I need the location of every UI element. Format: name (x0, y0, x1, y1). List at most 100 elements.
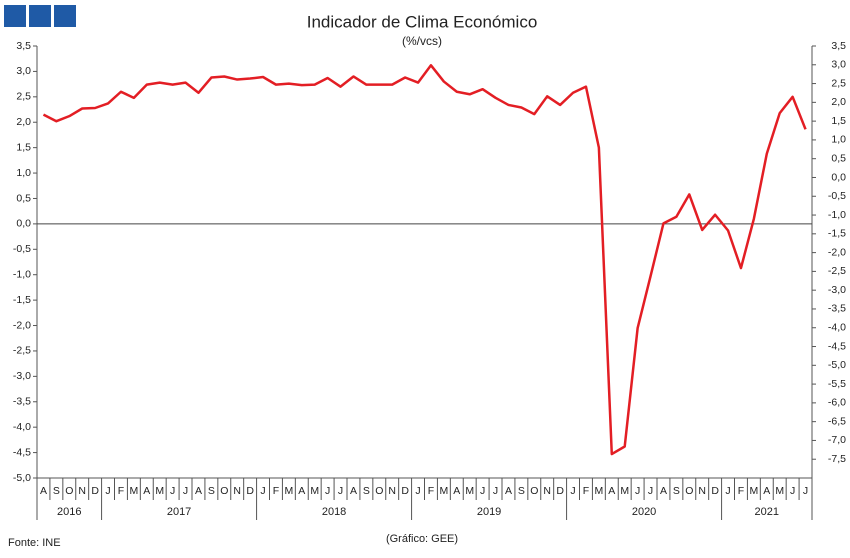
x-tick-label: F (273, 485, 279, 497)
x-tick-label: J (480, 485, 485, 497)
y2-tick-label: -4,5 (828, 340, 846, 352)
x-tick-label: J (803, 485, 808, 497)
year-label: 2019 (477, 506, 501, 518)
x-tick-label: D (401, 485, 409, 497)
y-tick-label: -0,5 (13, 243, 31, 255)
y2-tick-label: 0,5 (831, 152, 846, 164)
y-tick-label: -3,5 (13, 396, 31, 408)
y-tick-label: 3,5 (16, 40, 31, 52)
x-tick-label: F (428, 485, 434, 497)
y2-tick-label: -2,5 (828, 265, 846, 277)
x-tick-label: S (518, 485, 525, 497)
x-tick-label: D (91, 485, 99, 497)
x-tick-label: A (505, 485, 512, 497)
x-tick-label: M (775, 485, 784, 497)
y2-tick-label: -3,5 (828, 303, 846, 315)
x-tick-label: S (208, 485, 215, 497)
logo-block (29, 5, 51, 27)
x-tick-label: M (440, 485, 449, 497)
x-tick-label: S (363, 485, 370, 497)
x-tick-label: A (40, 485, 47, 497)
year-label: 2018 (322, 506, 346, 518)
x-tick-label: M (595, 485, 604, 497)
y2-tick-label: -6,5 (828, 415, 846, 427)
x-tick-label: N (388, 485, 396, 497)
x-tick-label: J (260, 485, 265, 497)
y-tick-label: -4,5 (13, 446, 31, 458)
y2-tick-label: -2,0 (828, 246, 846, 258)
x-tick-label: O (685, 485, 693, 497)
x-tick-label: J (415, 485, 420, 497)
y-tick-label: -1,0 (13, 268, 31, 280)
y2-tick-label: -1,0 (828, 209, 846, 221)
y-tick-label: 0,0 (16, 218, 31, 230)
y2-tick-label: -4,0 (828, 322, 846, 334)
y-tick-label: -5,0 (13, 472, 31, 484)
y2-tick-label: -6,0 (828, 397, 846, 409)
x-tick-label: D (711, 485, 719, 497)
y2-tick-label: 1,0 (831, 134, 846, 146)
x-tick-label: D (246, 485, 254, 497)
x-tick-label: J (725, 485, 730, 497)
x-tick-label: N (543, 485, 551, 497)
year-label: 2020 (632, 506, 656, 518)
y-tick-label: 3,0 (16, 65, 31, 77)
y-tick-label: 0,5 (16, 192, 31, 204)
x-tick-label: A (195, 485, 202, 497)
x-tick-label: O (530, 485, 538, 497)
logo-block (54, 5, 76, 27)
x-tick-label: J (105, 485, 110, 497)
y-tick-label: 2,0 (16, 116, 31, 128)
y-tick-label: -4,0 (13, 421, 31, 433)
x-tick-label: F (118, 485, 124, 497)
series-line (42, 64, 807, 456)
y-tick-label: -2,0 (13, 319, 31, 331)
x-tick-label: J (183, 485, 188, 497)
x-tick-label: S (673, 485, 680, 497)
x-tick-label: M (285, 485, 294, 497)
y2-tick-label: 3,0 (831, 59, 846, 71)
x-tick-label: J (493, 485, 498, 497)
x-tick-label: M (465, 485, 474, 497)
x-tick-label: A (453, 485, 460, 497)
x-tick-label: O (375, 485, 383, 497)
x-tick-label: J (570, 485, 575, 497)
x-tick-label: J (325, 485, 330, 497)
x-tick-label: A (660, 485, 667, 497)
x-tick-label: M (620, 485, 629, 497)
y2-tick-label: -3,0 (828, 284, 846, 296)
y2-tick-label: 2,0 (831, 96, 846, 108)
y2-tick-label: -0,5 (828, 190, 846, 202)
x-tick-label: M (310, 485, 319, 497)
y-tick-label: 2,5 (16, 91, 31, 103)
y2-tick-label: 1,5 (831, 115, 846, 127)
x-tick-label: M (130, 485, 139, 497)
x-tick-label: A (298, 485, 305, 497)
x-tick-label: J (338, 485, 343, 497)
y2-tick-label: -7,5 (828, 453, 846, 465)
credit: (Gráfico: GEE) (386, 533, 458, 545)
x-tick-label: N (698, 485, 706, 497)
x-tick-label: J (170, 485, 175, 497)
x-tick-label: N (233, 485, 241, 497)
x-tick-label: F (738, 485, 744, 497)
x-tick-label: J (790, 485, 795, 497)
year-label: 2016 (57, 506, 81, 518)
x-tick-label: N (78, 485, 86, 497)
x-tick-label: A (350, 485, 357, 497)
y2-tick-label: -1,5 (828, 228, 846, 240)
x-tick-label: J (635, 485, 640, 497)
chart-subtitle: (%/vcs) (402, 34, 442, 48)
source: Fonte: INE (8, 537, 61, 549)
x-tick-label: D (556, 485, 564, 497)
y-tick-label: 1,0 (16, 167, 31, 179)
x-tick-label: A (763, 485, 770, 497)
y2-tick-label: 3,5 (831, 40, 846, 52)
x-tick-label: O (220, 485, 228, 497)
x-tick-label: A (143, 485, 150, 497)
y-tick-label: -2,5 (13, 345, 31, 357)
chart-title: Indicador de Clima Económico (307, 12, 538, 31)
y-tick-label: 1,5 (16, 141, 31, 153)
y-tick-label: -3,0 (13, 370, 31, 382)
